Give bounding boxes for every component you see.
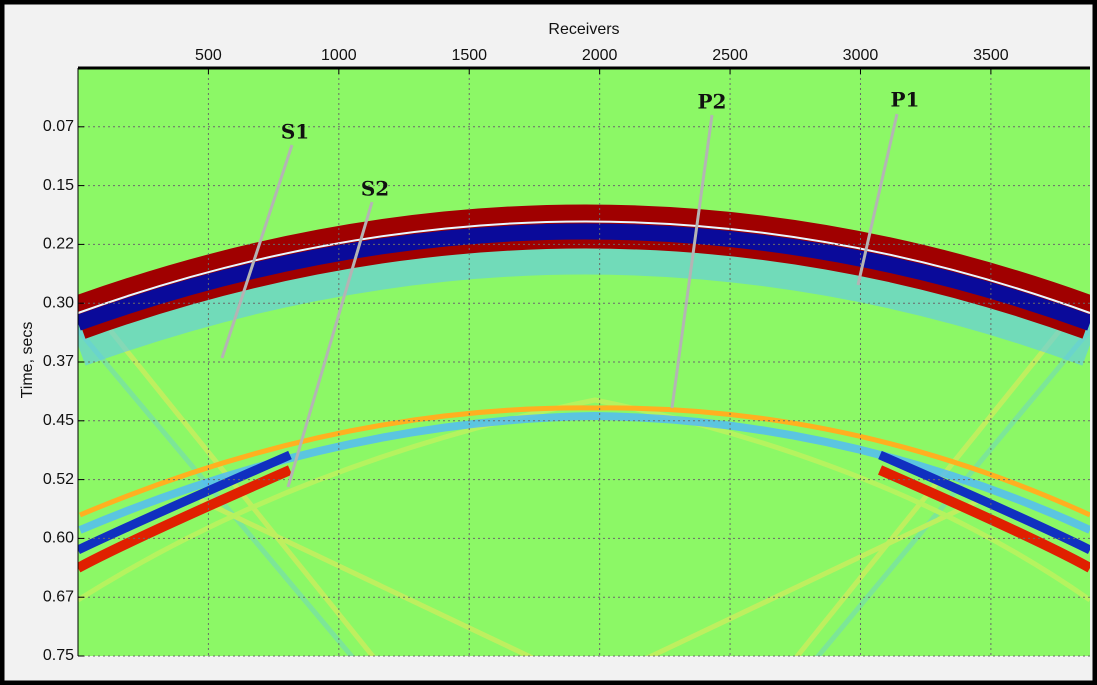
page: {"chart_data": {"type": "heatmap", "titl… [0,0,1097,685]
y-tick-label: 0.30 [43,294,74,311]
annotation: P1 [891,88,920,112]
annotation: S2 [361,177,389,201]
y-tick-label: 0.37 [43,353,74,370]
x-tick-label: 1500 [451,47,487,64]
chart: Receivers Time, secs 500 1000 1500 2000 2500… [0,0,1097,685]
y-tick-label: 0.75 [43,647,74,664]
y-tick-label: 0.22 [43,236,74,253]
x-tick-label: 2000 [582,47,618,64]
y-tick-label: 0.45 [43,412,74,429]
x-tick-label: 500 [195,47,222,64]
y-tick-label: 0.60 [43,530,74,547]
y-tick-label: 0.15 [43,177,74,194]
x-tick-label: 3500 [973,47,1009,64]
x-tick-label: 2500 [712,47,748,64]
y-tick-label: 0.67 [43,588,74,605]
y-tick-label: 0.07 [43,118,74,135]
y-tick-label: 0.52 [43,471,74,488]
x-tick-label: 1000 [321,47,357,64]
axis-title: Receivers [548,21,619,38]
y-axis-title: Time, secs [19,322,36,399]
x-tick-label: 3000 [843,47,879,64]
annotation: P2 [698,90,727,114]
annotation: S1 [281,120,309,144]
